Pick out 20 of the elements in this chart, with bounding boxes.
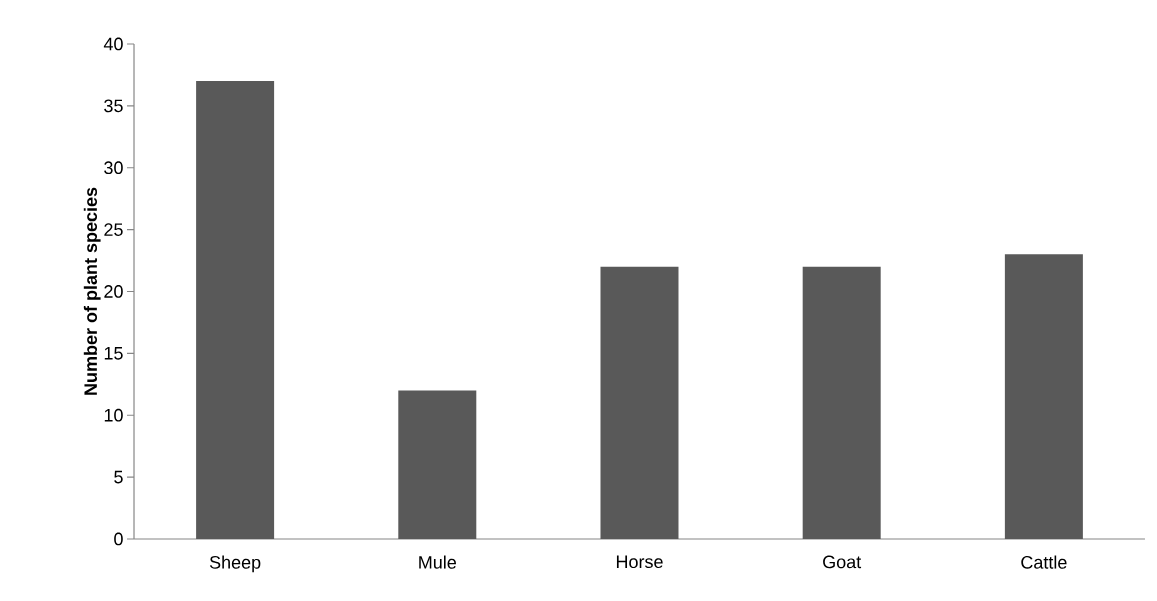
x-tick-label: Cattle [1021,555,1067,569]
y-axis-title: Number of plant species [83,187,101,395]
x-tick-label: Mule [419,555,456,569]
x-tick-label: Goat [823,555,862,569]
y-tick-label: 40 [103,37,123,51]
bar [398,390,477,539]
y-tick-label: 0 [114,532,123,546]
x-tick-label: Horse [616,555,663,569]
y-tick-label: 25 [104,223,123,236]
bar [802,266,881,539]
y-tick-label: 15 [104,347,123,360]
bar [600,266,679,539]
bar [1004,254,1083,539]
x-tick-label: Sheep [209,555,261,573]
y-tick-label: 20 [104,285,123,298]
y-tick-label: 5 [114,470,123,484]
y-tick-label: 35 [104,99,123,113]
y-tick-label: 10 [104,408,123,422]
bar [196,81,275,539]
y-tick-label: 30 [104,161,123,175]
